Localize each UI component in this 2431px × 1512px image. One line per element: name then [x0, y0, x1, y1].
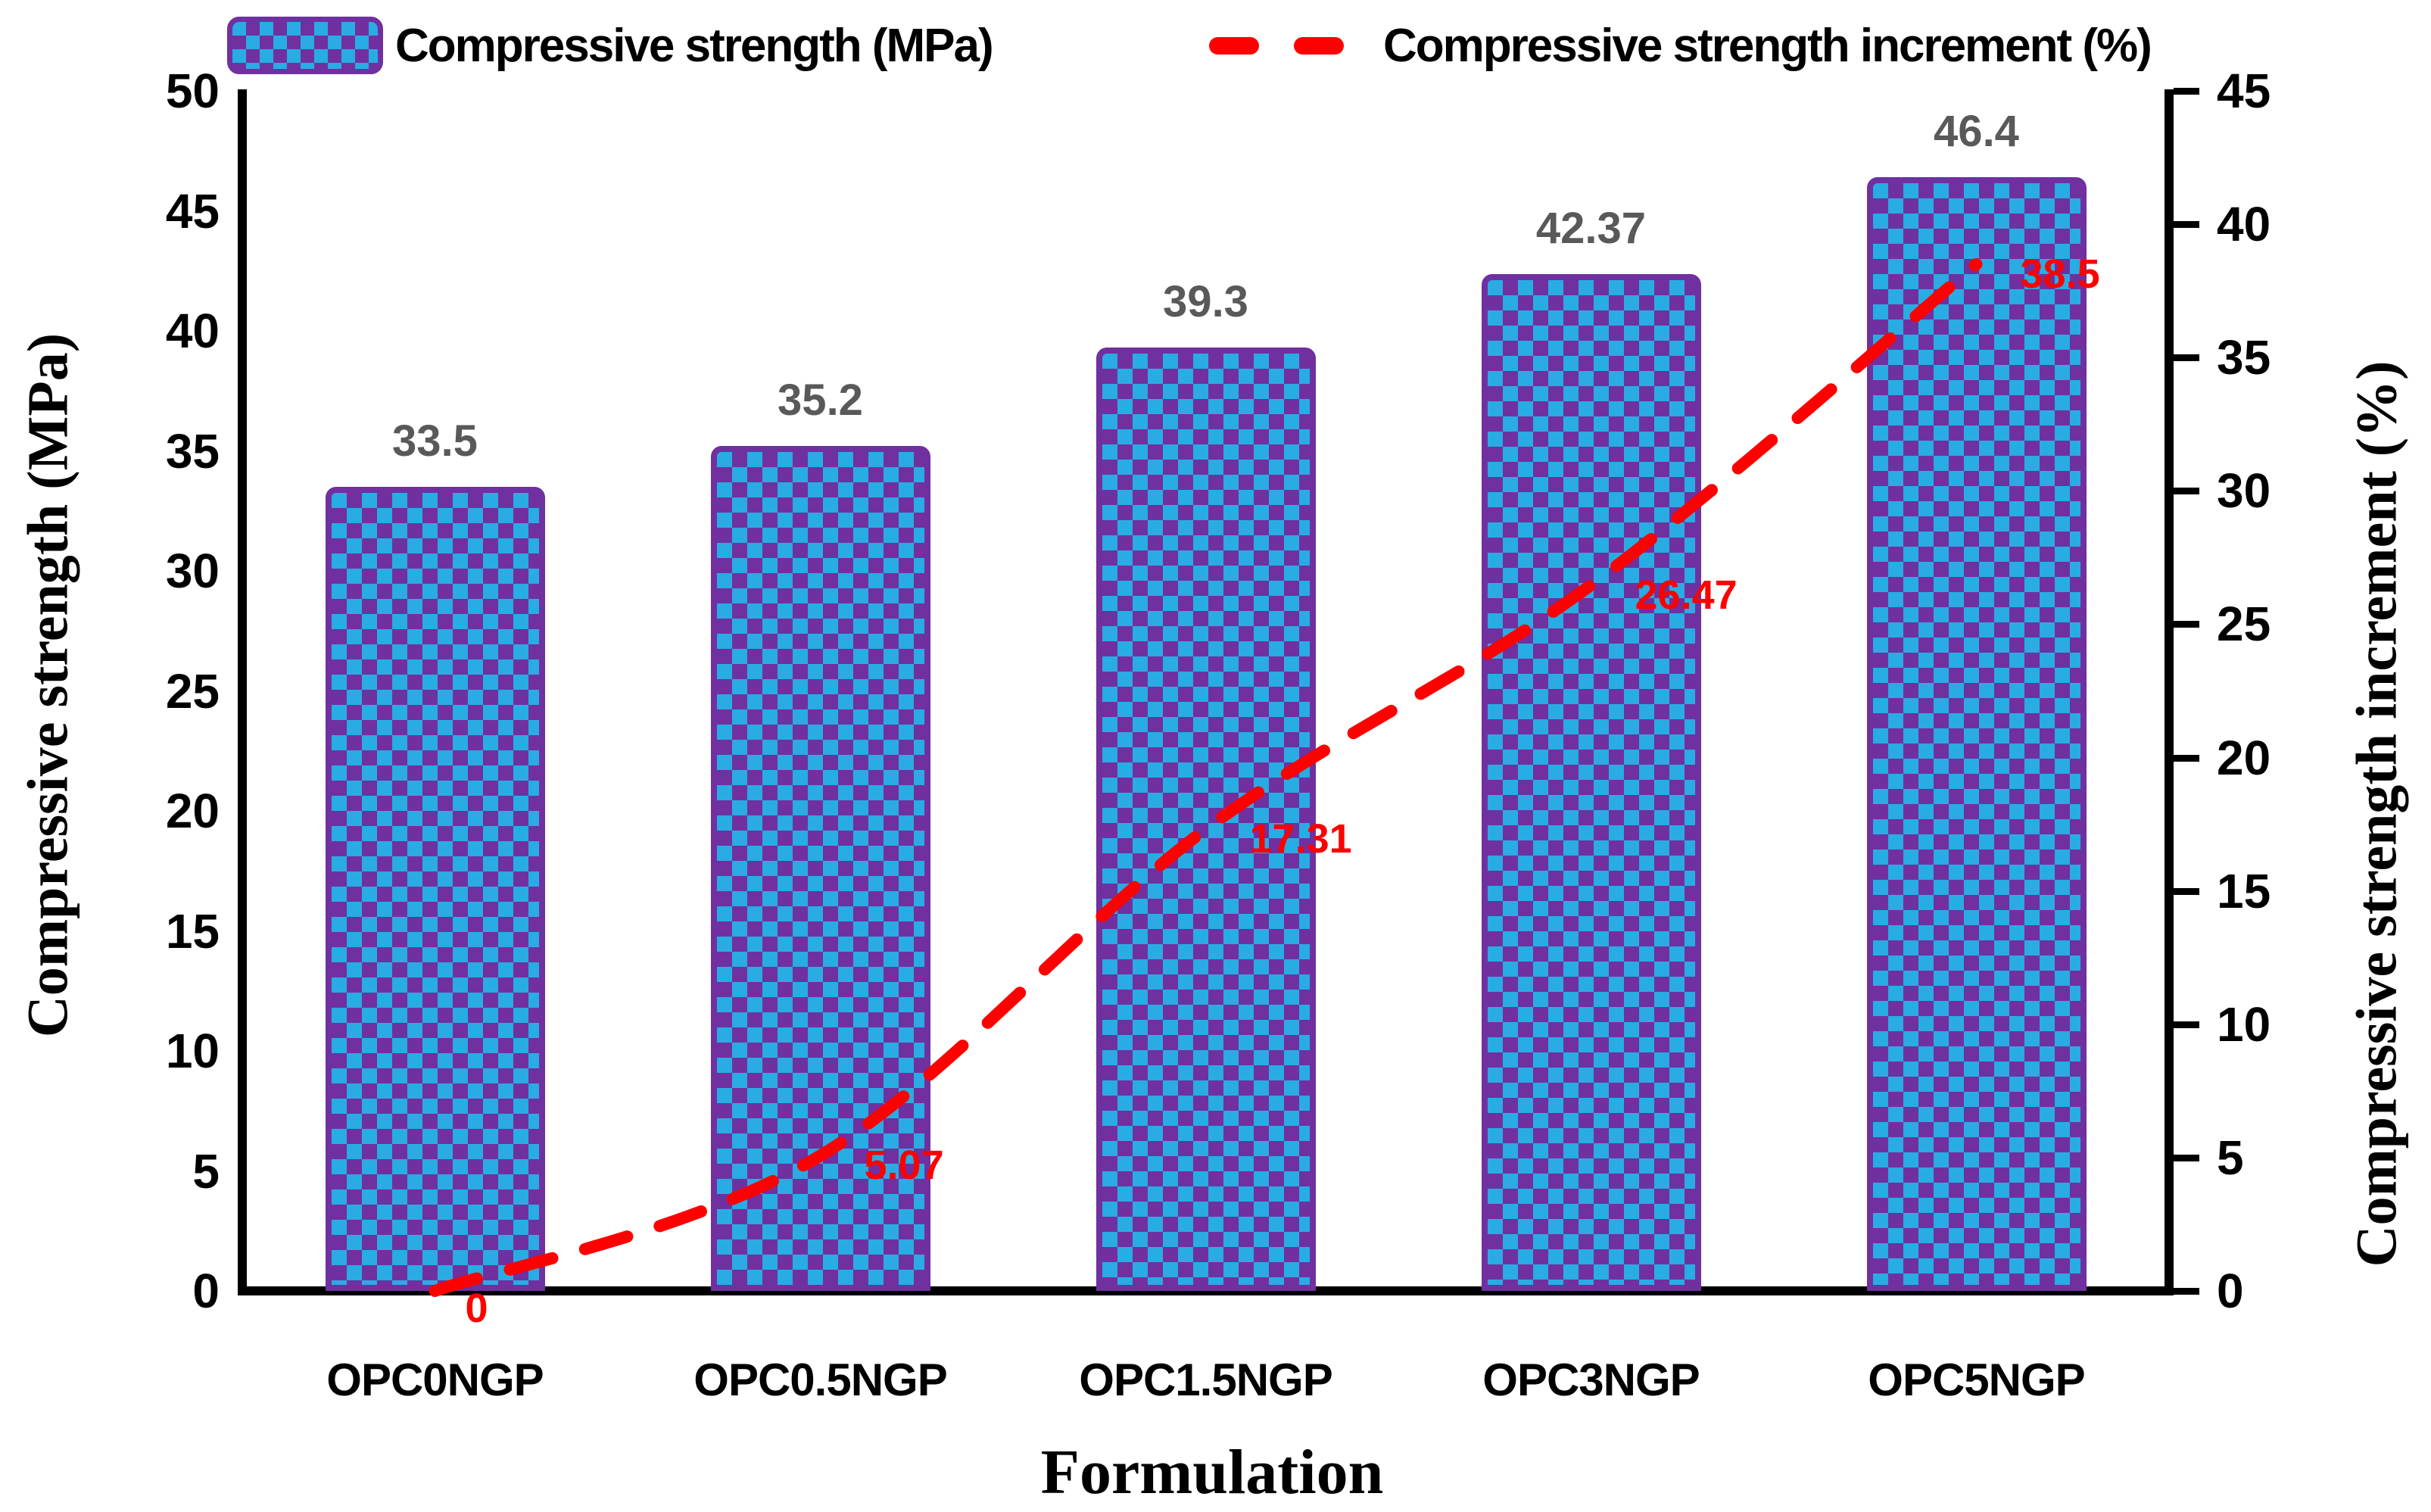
bar-value-label: 42.37 [1535, 203, 1647, 253]
bar-OPC5NGP [1866, 177, 2087, 1291]
left-tick-label-30: 30 [165, 544, 220, 598]
left-tick-label-15: 15 [165, 903, 220, 959]
legend-bar-label: Compressive strength (MPa) [395, 19, 994, 72]
right-tick-label-35: 35 [2217, 330, 2271, 385]
right-tick-mark [2174, 887, 2199, 895]
right-tick-label-5: 5 [2217, 1130, 2244, 1185]
right-tick-label-25: 25 [2217, 597, 2271, 652]
left-tick-label-45: 45 [165, 183, 220, 238]
bar-OPC0NGP [325, 487, 545, 1291]
left-tick-label-25: 25 [165, 663, 220, 719]
x-axis-title: Formulation [1040, 1437, 1384, 1507]
right-tick-mark [2174, 621, 2199, 628]
right-tick-label-15: 15 [2217, 863, 2271, 918]
legend-item-line: Compressive strength increment (%) [1209, 14, 2152, 77]
x-tick-label-OPC0.5NGP: OPC0.5NGP [693, 1355, 947, 1405]
right-tick-mark [2174, 1154, 2199, 1161]
line-value-label: 0 [465, 1286, 488, 1331]
left-tick-label-10: 10 [165, 1024, 220, 1078]
line-value-label: 38.5 [2020, 251, 2100, 297]
legend-item-bar: Compressive strength (MPa) [227, 14, 994, 77]
right-tick-label-0: 0 [2217, 1264, 2244, 1318]
right-tick-mark [2174, 354, 2199, 362]
right-tick-label-10: 10 [2217, 996, 2271, 1052]
left-tick-label-0: 0 [192, 1264, 220, 1318]
dashed-line-swatch-icon [1209, 36, 1344, 55]
bar-value-label: 35.2 [778, 376, 863, 426]
bar-value-label: 33.5 [392, 416, 478, 466]
left-y-axis-line [238, 89, 247, 1295]
line-value-label: 17.31 [1249, 816, 1352, 862]
x-tick-label-OPC1.5NGP: OPC1.5NGP [1079, 1355, 1332, 1405]
line-value-label: 26.47 [1635, 572, 1738, 618]
left-tick-label-50: 50 [165, 64, 220, 118]
right-y-axis-line [2165, 89, 2174, 1295]
increment-dashed-line [429, 257, 1983, 1297]
right-tick-mark [2174, 221, 2199, 229]
right-tick-mark [2174, 488, 2199, 495]
left-tick-label-20: 20 [165, 784, 220, 838]
left-tick-label-40: 40 [165, 304, 220, 358]
right-tick-mark [2174, 88, 2199, 95]
right-tick-mark [2174, 754, 2199, 762]
right-tick-label-40: 40 [2217, 197, 2271, 252]
bar-pattern-swatch-icon [227, 17, 383, 74]
x-tick-label-OPC3NGP: OPC3NGP [1482, 1355, 1700, 1405]
line-value-label: 5.07 [864, 1143, 944, 1189]
left-tick-label-5: 5 [192, 1143, 220, 1199]
x-tick-label-OPC5NGP: OPC5NGP [1868, 1355, 2085, 1405]
right-tick-label-20: 20 [2217, 730, 2271, 785]
right-y-axis-title: Compressive strength increment (%) [2345, 360, 2409, 1267]
bar-value-label: 46.4 [1934, 107, 2019, 157]
right-tick-mark [2174, 1288, 2199, 1295]
right-tick-mark [2174, 1021, 2199, 1028]
bar-OPC1.5NGP [1096, 348, 1316, 1291]
right-tick-label-30: 30 [2217, 463, 2271, 519]
legend-line-label: Compressive strength increment (%) [1383, 19, 2152, 72]
bar-OPC3NGP [1481, 273, 1701, 1291]
left-y-axis-title: Compressive strength (MPa) [16, 332, 80, 1038]
right-tick-label-45: 45 [2217, 64, 2271, 118]
left-tick-label-35: 35 [165, 423, 220, 479]
x-tick-label-OPC0NGP: OPC0NGP [326, 1355, 544, 1405]
bar-value-label: 39.3 [1163, 277, 1248, 327]
